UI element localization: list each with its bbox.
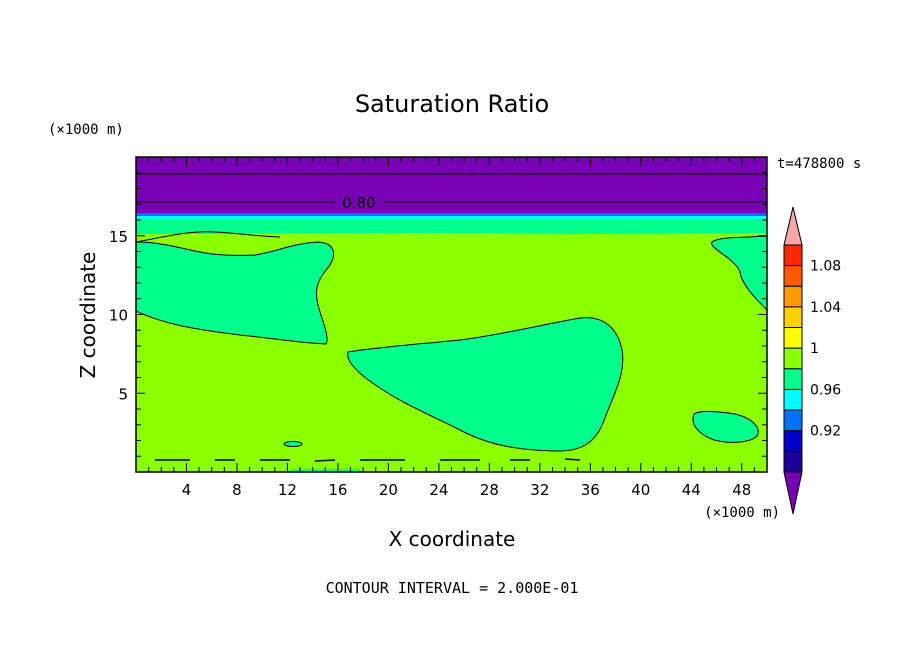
field-blue-band xyxy=(136,213,767,216)
colorbar-swatch xyxy=(783,347,803,370)
x-axis: 4 8 12 16 20 24 28 32 36 40 44 48 xyxy=(148,157,755,499)
colorbar-swatch xyxy=(783,244,803,267)
x-tick-label: 16 xyxy=(328,481,347,499)
y-tick-label: 10 xyxy=(109,307,128,325)
teal-patch-center xyxy=(347,317,624,452)
colorbar-swatch xyxy=(783,327,803,349)
y-axis: 5 10 15 xyxy=(109,172,767,457)
colorbar-swatch xyxy=(783,306,803,329)
teal-patch-right-lower xyxy=(692,410,759,443)
x-unit-label: (×1000 m) xyxy=(704,505,780,521)
contour-field xyxy=(136,157,767,472)
teal-patch-upper-left xyxy=(136,241,334,345)
y-tick-label: 5 xyxy=(118,385,128,403)
field-cyan-band xyxy=(136,216,767,219)
colorbar-swatch xyxy=(783,450,803,473)
x-tick-label: 40 xyxy=(631,481,650,499)
x-tick-label: 32 xyxy=(530,481,549,499)
x-tick-label: 4 xyxy=(182,481,192,499)
teal-patch-upper-left-edge xyxy=(136,231,281,243)
colorbar-top-triangle xyxy=(783,206,803,246)
x-tick-label: 24 xyxy=(429,481,448,499)
y-axis-title: Z coordinate xyxy=(76,252,100,379)
teal-patch-right-upper xyxy=(711,235,767,311)
field-purple-region xyxy=(136,157,767,215)
colorbar-bottom-triangle xyxy=(783,471,803,515)
colorbar-label: 0.96 xyxy=(810,382,841,398)
colorbar-swatch xyxy=(783,430,803,452)
field-green-strip xyxy=(136,233,767,237)
colorbar-label: 1.08 xyxy=(810,259,841,275)
contour-interval-footer: CONTOUR INTERVAL = 2.000E-01 xyxy=(326,579,579,597)
colorbar-swatch xyxy=(783,285,803,308)
colorbar: 1.08 1.04 1 0.96 0.92 xyxy=(783,206,841,515)
colorbar-swatch xyxy=(783,368,803,390)
y-tick-label: 15 xyxy=(109,228,128,246)
colorbar-swatch xyxy=(783,409,803,432)
teal-patch-small xyxy=(283,441,303,447)
time-label: t=478800 s xyxy=(777,156,861,172)
bottom-contour-dashes xyxy=(155,458,581,462)
x-tick-label: 8 xyxy=(232,481,242,499)
colorbar-swatch xyxy=(783,265,803,287)
colorbar-label: 1 xyxy=(810,341,819,357)
y-unit-label: (×1000 m) xyxy=(48,122,124,138)
field-teal-band xyxy=(136,216,767,234)
x-tick-label: 28 xyxy=(480,481,499,499)
x-tick-label: 20 xyxy=(379,481,398,499)
x-tick-label: 44 xyxy=(682,481,701,499)
colorbar-swatch xyxy=(783,388,803,411)
chart-title: Saturation Ratio xyxy=(355,90,549,118)
x-tick-label: 12 xyxy=(278,481,297,499)
x-tick-label: 36 xyxy=(581,481,600,499)
contour-label: 0.80 xyxy=(342,194,375,212)
x-axis-title: X coordinate xyxy=(389,527,516,551)
colorbar-label: 1.04 xyxy=(810,300,841,316)
x-tick-label: 48 xyxy=(732,481,751,499)
colorbar-label: 0.92 xyxy=(810,424,841,440)
